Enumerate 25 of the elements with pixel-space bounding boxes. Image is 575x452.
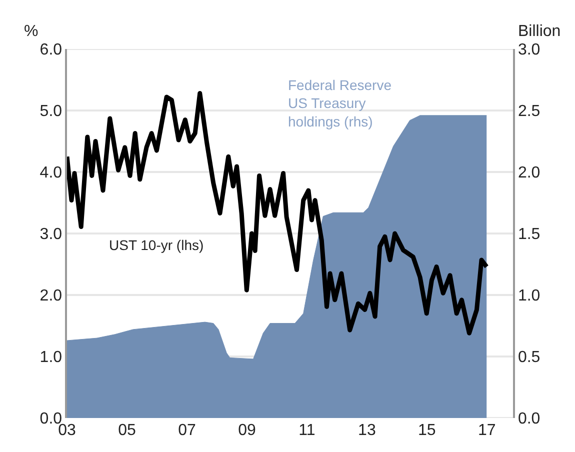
y2-axis-title: Billion [518,23,561,40]
line-series [67,91,489,336]
y-tick-label: 6.0 [40,42,62,59]
y-tick-label: 5.0 [40,103,62,120]
y2-tick-label: 2.5 [518,103,540,120]
y2-tick-label: 1.0 [518,288,540,305]
x-tick-label: 15 [418,422,436,439]
y-axis-title: % [24,23,38,40]
x-tick-label: 13 [358,422,376,439]
text: UST 10-yr (lhs) [109,237,204,253]
y2-tick-label: 2.0 [518,164,540,182]
y2-tick-label: 1.5 [518,226,540,244]
y-tick-label: 3.0 [40,226,62,244]
y-tick-label: 4.0 [40,164,62,182]
series-label: Federal Reserve US Treasury holdings (rhs) [288,77,392,130]
x-tick-label: 09 [238,422,256,439]
x-tick-label: 11 [298,422,316,439]
x-tick-label: 17 [478,422,496,439]
x-tick-label: 07 [178,422,196,439]
y-tick-label: 1.0 [40,349,62,366]
y2-tick-label: 0.0 [518,410,540,428]
y2-tick-label: 0.5 [518,349,540,366]
x-tick-label: 05 [118,422,136,439]
y2-tick-label: 3.0 [518,42,540,59]
y-tick-label: 2.0 [40,288,62,305]
